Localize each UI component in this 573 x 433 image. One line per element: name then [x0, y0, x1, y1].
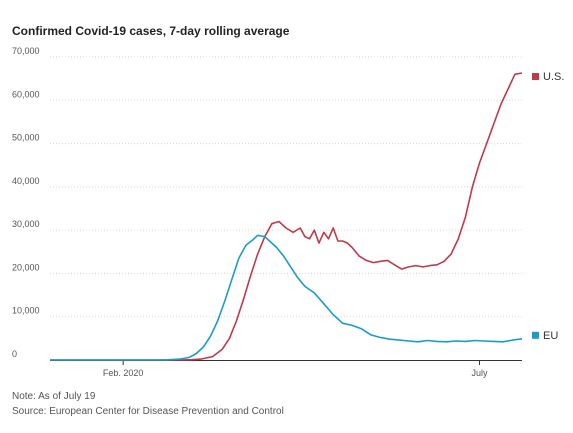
- x-tick-label: July: [472, 368, 489, 378]
- x-axis: Feb. 2020 July: [50, 360, 522, 378]
- y-tick-label: 70,000: [12, 46, 40, 56]
- legend-swatch-us: [532, 73, 539, 81]
- legend: U.S. EU: [532, 71, 564, 342]
- series-line-eu: [50, 234, 523, 361]
- legend-label-eu: EU: [543, 330, 558, 342]
- y-tick-label: 10,000: [12, 306, 40, 316]
- y-tick-label: 50,000: [12, 133, 40, 143]
- x-tick-label: Feb. 2020: [103, 368, 144, 378]
- grid-lines: 0 10,000 20,000 30,000 40,000 50,000 60,000 70,…: [12, 46, 522, 359]
- chart-title: Confirmed Covid-19 cases, 7-day rolling …: [12, 24, 290, 38]
- y-tick-label: 30,000: [12, 219, 40, 229]
- y-tick-label: 40,000: [12, 176, 40, 186]
- series-lines: [50, 72, 523, 361]
- y-tick-label: 60,000: [12, 89, 40, 99]
- legend-label-us: U.S.: [543, 71, 564, 83]
- chart-source: Source: European Center for Disease Prev…: [12, 406, 284, 417]
- chart-note: Note: As of July 19: [12, 391, 96, 402]
- y-tick-label: 20,000: [12, 262, 40, 272]
- legend-swatch-eu: [532, 331, 539, 339]
- series-line-us: [50, 72, 523, 361]
- y-tick-label: 0: [12, 349, 17, 359]
